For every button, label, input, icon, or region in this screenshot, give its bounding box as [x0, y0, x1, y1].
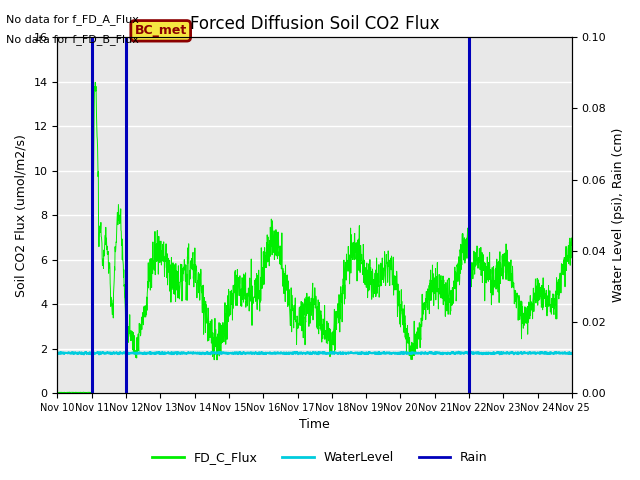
Text: No data for f_FD_B_Flux: No data for f_FD_B_Flux — [6, 34, 140, 45]
Line: WaterLevel: WaterLevel — [58, 352, 572, 354]
FD_C_Flux — [80, 389, 88, 395]
FD_C_Flux — [54, 390, 61, 396]
FD_C_Flux — [554, 279, 561, 285]
FD_C_Flux — [92, 80, 99, 85]
Line: FD_C_Flux: FD_C_Flux — [58, 83, 572, 393]
Y-axis label: Water Level (psi), Rain (cm): Water Level (psi), Rain (cm) — [612, 128, 625, 302]
Title: Forced Diffusion Soil CO2 Flux: Forced Diffusion Soil CO2 Flux — [190, 15, 440, 33]
WaterLevel — [568, 350, 576, 356]
WaterLevel — [54, 350, 61, 356]
WaterLevel — [291, 350, 298, 356]
Y-axis label: Soil CO2 Flux (umol/m2/s): Soil CO2 Flux (umol/m2/s) — [15, 134, 28, 297]
WaterLevel — [554, 350, 561, 356]
FD_C_Flux — [568, 242, 576, 248]
FD_C_Flux — [554, 288, 561, 294]
WaterLevel — [80, 350, 88, 356]
Text: No data for f_FD_A_Flux: No data for f_FD_A_Flux — [6, 14, 140, 25]
WaterLevel — [554, 350, 561, 356]
Legend: FD_C_Flux, WaterLevel, Rain: FD_C_Flux, WaterLevel, Rain — [147, 446, 493, 469]
Text: BC_met: BC_met — [134, 24, 187, 37]
WaterLevel — [304, 350, 312, 356]
FD_C_Flux — [291, 316, 298, 322]
FD_C_Flux — [57, 390, 65, 396]
WaterLevel — [460, 350, 467, 356]
WaterLevel — [454, 349, 462, 355]
FD_C_Flux — [460, 250, 467, 256]
X-axis label: Time: Time — [300, 419, 330, 432]
FD_C_Flux — [304, 296, 312, 302]
WaterLevel — [80, 351, 88, 357]
